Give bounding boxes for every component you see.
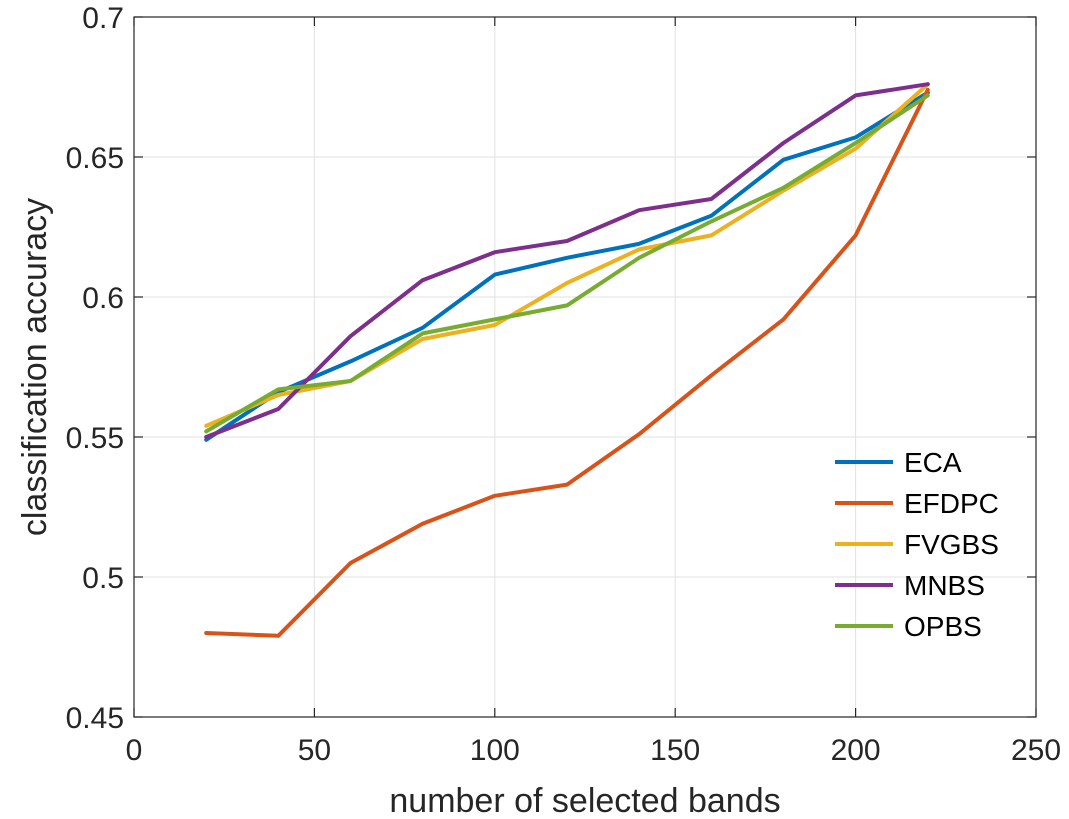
series-lines	[204, 82, 930, 638]
x-tick-label: 100	[470, 734, 520, 767]
y-tick-label: 0.45	[66, 702, 124, 735]
axis-ticks: 0 50 100 150 200 250 0.45 0.5 0.55 0.6 0.65 0.7	[66, 2, 1061, 767]
series-line-opbs	[204, 93, 930, 434]
y-axis-label: classification accuracy	[16, 198, 54, 536]
plot-area	[133, 16, 1037, 718]
x-axis-label: number of selected bands	[389, 782, 780, 819]
x-tick-label: 200	[831, 734, 881, 767]
legend-label-fvgbs: FVGBS	[904, 529, 999, 560]
legend-label-opbs: OPBS	[904, 611, 982, 642]
legend-label-eca: ECA	[904, 447, 962, 478]
x-tick-label: 250	[1011, 734, 1061, 767]
y-tick-label: 0.7	[82, 2, 124, 35]
legend: ECA EFDPC FVGBS MNBS OPBS	[835, 447, 999, 642]
legend-label-efdpc: EFDPC	[904, 488, 999, 519]
series-line-efdpc	[204, 87, 930, 638]
series-line-eca	[204, 90, 930, 442]
y-tick-label: 0.6	[82, 282, 124, 315]
y-tick-label: 0.65	[66, 142, 124, 175]
x-tick-label: 50	[298, 734, 331, 767]
y-tick-label: 0.55	[66, 422, 124, 455]
x-tick-label: 0	[126, 734, 143, 767]
legend-label-mnbs: MNBS	[904, 570, 985, 601]
grid	[133, 16, 1037, 718]
y-tick-label: 0.5	[82, 562, 124, 595]
x-tick-label: 150	[650, 734, 700, 767]
series-line-mnbs	[204, 82, 930, 439]
